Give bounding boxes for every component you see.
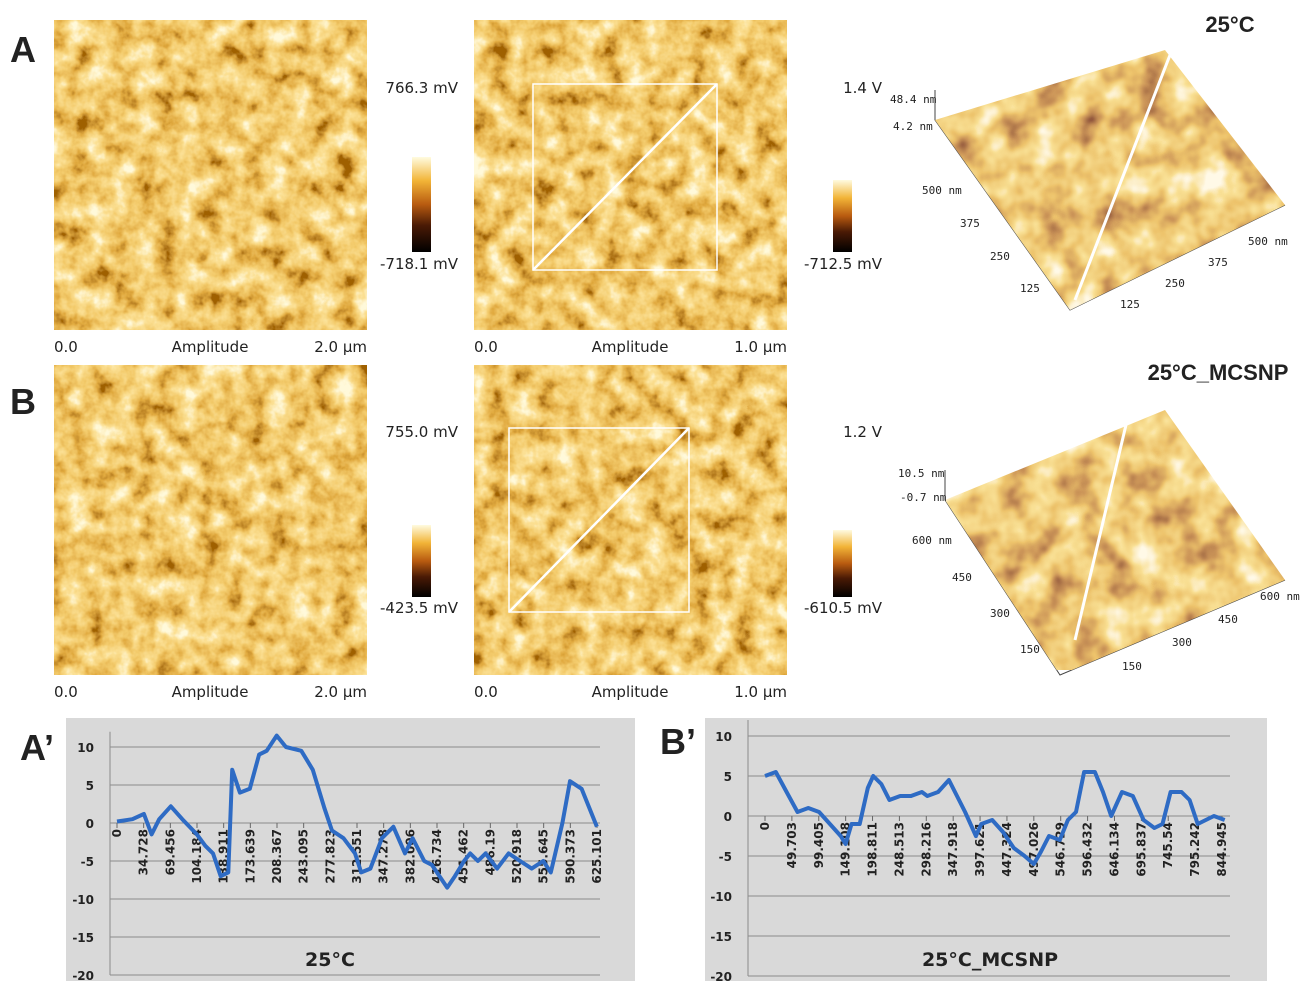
surface-title: 25°C_MCSNP	[1148, 360, 1289, 385]
x-tick-label: 625.101	[590, 829, 604, 884]
y-tick-label: 0	[724, 810, 732, 824]
afm-image	[474, 365, 787, 675]
y-tick-label: -15	[72, 931, 94, 945]
y-tick-label: -10	[72, 893, 94, 907]
x-tick-label: 243.095	[297, 829, 311, 884]
axis-start: 0.0	[54, 338, 78, 356]
x-tick-label: 695.837	[1134, 822, 1148, 877]
scale-max: 1.2 V	[843, 423, 883, 441]
x-tick-label: 844.945	[1215, 822, 1229, 877]
y-label: 250	[1165, 277, 1185, 290]
y-label: 375	[1208, 256, 1228, 269]
surface	[930, 400, 1290, 670]
channel-label: Amplitude	[172, 683, 249, 701]
scale-min: -610.5 mV	[804, 599, 883, 617]
y-label: 125	[1120, 298, 1140, 311]
surface	[930, 40, 1290, 310]
y-tick-label: 5	[86, 779, 94, 793]
x-label: 375	[960, 217, 980, 230]
x-tick-label: 198.811	[866, 822, 880, 877]
chart-title: 25°C	[305, 949, 355, 971]
color-bar	[833, 180, 852, 252]
scale-max: 755.0 mV	[385, 423, 458, 441]
axis-end: 1.0 µm	[734, 683, 787, 701]
color-bar	[412, 157, 431, 252]
channel-label: Amplitude	[172, 338, 249, 356]
x-tick-label: 208.367	[270, 829, 284, 884]
y-label: 450	[1218, 613, 1238, 626]
x-label: 125	[1020, 282, 1040, 295]
z-label: 10.5 nm	[898, 467, 945, 480]
x-tick-label: 555.645	[537, 829, 551, 884]
x-tick-label: 382.006	[403, 829, 417, 884]
scale-min: -712.5 mV	[804, 255, 883, 273]
panel-label: A	[10, 29, 36, 70]
x-tick-label: 795.242	[1188, 822, 1202, 877]
afm-image	[54, 20, 367, 330]
chart-title: 25°C_MCSNP	[922, 949, 1058, 971]
afm-image	[474, 20, 787, 330]
scale-max: 766.3 mV	[385, 79, 458, 97]
y-tick-label: 10	[77, 741, 94, 755]
x-tick-label: 99.405	[812, 822, 826, 868]
axis-end: 2.0 µm	[314, 338, 367, 356]
x-tick-label: 0	[110, 829, 124, 837]
y-label: 600 nm	[1260, 590, 1300, 603]
x-tick-label: 298.216	[919, 822, 933, 877]
y-tick-label: -20	[710, 970, 732, 981]
x-tick-label: 497.026	[1027, 822, 1041, 877]
y-label: 500 nm	[1248, 235, 1288, 248]
x-tick-label: 248.513	[892, 822, 906, 877]
y-tick-label: 0	[86, 817, 94, 831]
axis-start: 0.0	[54, 683, 78, 701]
color-bar	[412, 525, 431, 597]
x-label: 300	[990, 607, 1010, 620]
x-label: 600 nm	[912, 534, 952, 547]
y-tick-label: -15	[710, 930, 732, 944]
x-label: 250	[990, 250, 1010, 263]
x-tick-label: 173.639	[243, 829, 257, 884]
y-tick-label: 10	[715, 730, 732, 744]
z-label: 48.4 nm	[890, 93, 937, 106]
y-tick-label: -5	[719, 850, 732, 864]
x-tick-label: 49.703	[785, 822, 799, 868]
axis-start: 0.0	[474, 683, 498, 701]
x-tick-label: 0	[758, 822, 772, 830]
y-label: 150	[1122, 660, 1142, 673]
figure: A B A’ B’ 766.3 mV -718.1 mV 0.0 Amplitude 2…	[0, 0, 1307, 981]
surface-title: 25°C	[1205, 12, 1254, 37]
axis-end: 2.0 µm	[314, 683, 367, 701]
x-label: 450	[952, 571, 972, 584]
afm-image	[54, 365, 367, 675]
x-tick-label: 347.918	[946, 822, 960, 877]
y-tick-label: -10	[710, 890, 732, 904]
x-tick-label: 34.728	[137, 829, 151, 875]
axis-end: 1.0 µm	[734, 338, 787, 356]
y-tick-label: 5	[724, 770, 732, 784]
z-label: -0.7 nm	[900, 491, 947, 504]
panel-label: B’	[660, 721, 696, 762]
x-tick-label: 745.54	[1161, 822, 1175, 868]
y-tick-label: -20	[72, 969, 94, 981]
color-bar	[833, 530, 852, 597]
x-label: 150	[1020, 643, 1040, 656]
y-tick-label: -5	[81, 855, 94, 869]
scale-max: 1.4 V	[843, 79, 883, 97]
scale-min: -423.5 mV	[380, 599, 459, 617]
x-tick-label: 277.823	[323, 829, 337, 884]
x-tick-label: 596.432	[1081, 822, 1095, 877]
channel-label: Amplitude	[592, 683, 669, 701]
panel-label: B	[10, 381, 36, 422]
z-label: 4.2 nm	[893, 120, 933, 133]
channel-label: Amplitude	[592, 338, 669, 356]
x-tick-label: 69.456	[163, 829, 177, 875]
scale-min: -718.1 mV	[380, 255, 459, 273]
x-tick-label: 646.134	[1107, 822, 1121, 877]
x-label: 500 nm	[922, 184, 962, 197]
y-label: 300	[1172, 636, 1192, 649]
x-tick-label: 590.373	[563, 829, 577, 884]
axis-start: 0.0	[474, 338, 498, 356]
panel-label: A’	[20, 727, 54, 768]
